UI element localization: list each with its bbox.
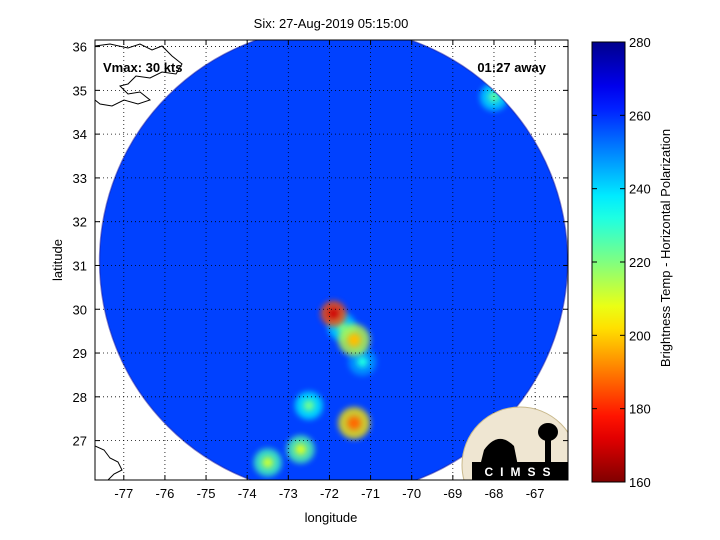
convection-core [303,400,315,412]
convection-core [328,308,339,319]
y-tick-label: 33 [73,171,87,186]
convection-core [356,356,368,368]
y-tick-label: 36 [73,40,87,55]
convection-core [262,456,274,468]
y-tick-label: 32 [73,215,87,230]
plot-frame [94,39,569,481]
x-axis-ticks: -77 -76 -75 -74 -73 -72 -71 -70 -69 -68 -67 [114,40,544,501]
colorbar-tick-label: 160 [629,475,651,490]
x-axis-label: longitude [305,510,358,525]
plot-area: CIMSS [95,40,568,480]
coastline-south [95,445,123,480]
convection-core [347,416,361,430]
logo-text: CIMSS [484,465,557,479]
logo-tank-icon [538,423,558,441]
vmax-annotation: Vmax: 30 kts [103,60,183,75]
x-tick-label: -72 [320,486,339,501]
colorbar-tick-label: 220 [629,255,651,270]
logo-banner [472,462,568,480]
colorbar-tick-label: 260 [629,108,651,123]
y-tick-label: 30 [73,302,87,317]
x-tick-label: -70 [402,486,421,501]
y-tick-label: 31 [73,258,87,273]
x-tick-label: -74 [238,486,257,501]
swath-background [99,40,568,480]
colorbar-tick-label: 200 [629,328,651,343]
coastline-north [95,43,183,107]
time-away-annotation: 01:27 away [477,60,546,75]
y-tick-label: 35 [73,83,87,98]
coastline-map [95,43,183,480]
x-tick-label: -68 [485,486,504,501]
y-tick-label: 29 [73,346,87,361]
x-tick-label: -67 [526,486,545,501]
logo-tower-icon [545,438,551,468]
x-tick-label: -71 [361,486,380,501]
convection-core [347,333,361,347]
logo-dome-icon [480,438,518,466]
x-tick-label: -77 [114,486,133,501]
swath [99,40,568,480]
convection-core [295,443,307,455]
chart-title: Six: 27-Aug-2019 05:15:00 [254,16,409,31]
y-tick-label: 28 [73,390,87,405]
cimss-logo: CIMSS [461,406,568,480]
y-tick-label: 34 [73,127,87,142]
convection-layer [253,82,508,477]
colorbar: 160 180 200 220 240 260 280 Brightness Temp - … [591,35,673,490]
grid-lines [95,40,568,480]
y-axis-ticks: 27 28 29 30 31 32 33 34 35 36 [73,40,568,449]
colorbar-tick-label: 240 [629,182,651,197]
colorbar-tick-label: 280 [629,35,651,50]
y-axis-label: latitude [50,239,65,281]
x-tick-label: -73 [279,486,298,501]
y-tick-label: 27 [73,434,87,449]
x-tick-label: -76 [156,486,175,501]
colorbar-tick-label: 180 [629,402,651,417]
x-tick-label: -75 [197,486,216,501]
x-tick-label: -69 [443,486,462,501]
colorbar-gradient [591,41,626,483]
colorbar-ticks: 160 180 200 220 240 260 280 [592,35,651,490]
colorbar-label: Brightness Temp - Horizontal Polarizatio… [658,129,673,367]
